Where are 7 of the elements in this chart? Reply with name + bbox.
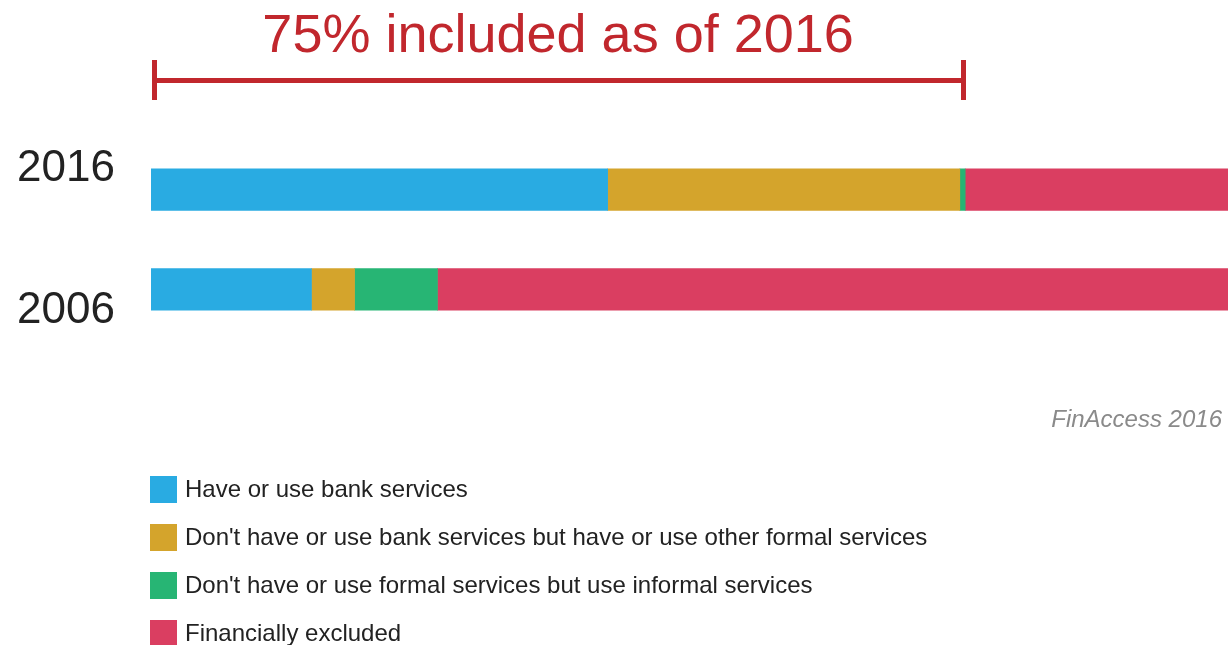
annotation: FinAccess 2016	[1051, 405, 1222, 433]
legend-label: Have or use bank services	[185, 475, 468, 503]
text: 75% included as of 2016	[262, 2, 854, 64]
legend-label: Don't have or use formal services but use informal services	[185, 571, 813, 599]
y-tick-label: 2006	[17, 282, 115, 332]
y-tick-label: 2016	[17, 140, 115, 190]
legend-label: Don't have or use bank services but have or use other formal services	[185, 523, 928, 551]
